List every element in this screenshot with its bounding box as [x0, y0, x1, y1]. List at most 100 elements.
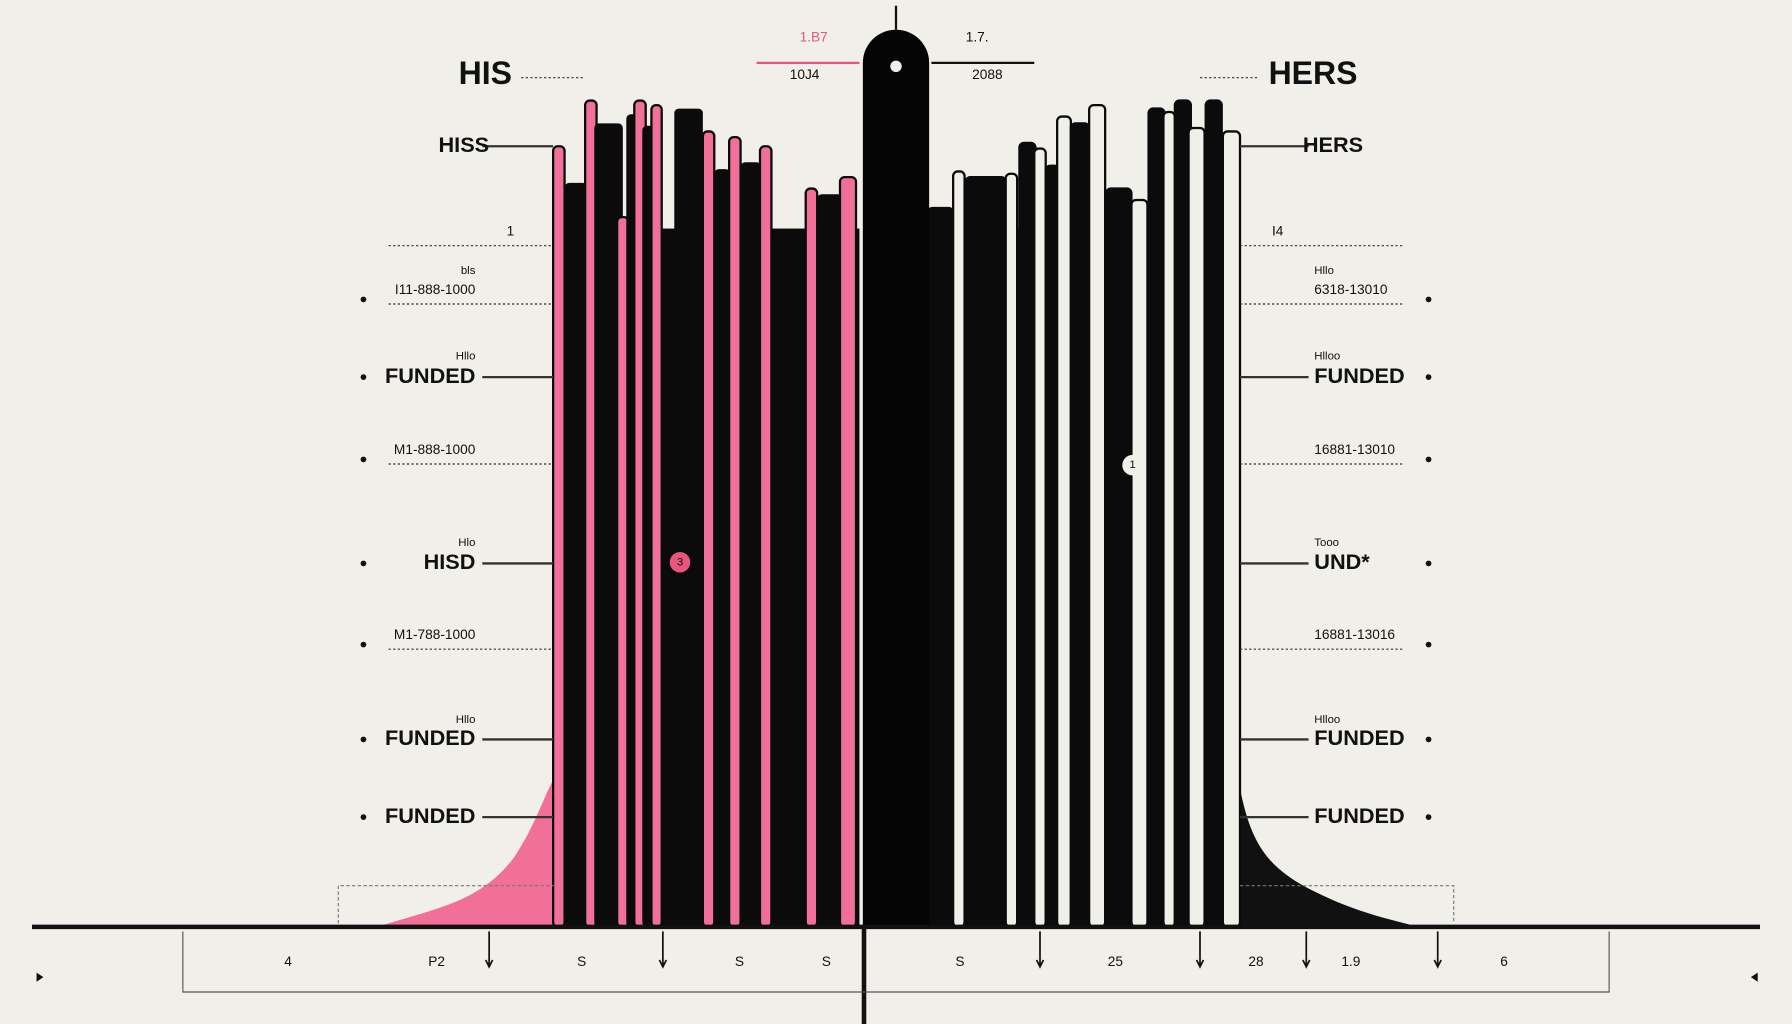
bar [758, 145, 773, 928]
x-tick-label: S [822, 954, 831, 969]
right-label: Tooo [1314, 537, 1339, 549]
tick-arrow [1302, 931, 1311, 969]
marker-label: 1 [1129, 459, 1135, 471]
dot [1425, 814, 1432, 820]
bar [926, 206, 955, 928]
tick-arrow [1433, 931, 1442, 969]
dot [360, 560, 367, 567]
x-tick-label: S [735, 954, 744, 969]
x-tick-label: 25 [1108, 954, 1124, 969]
bar [740, 162, 762, 927]
tail [377, 777, 556, 927]
left-label: M1-888-1000 [394, 442, 476, 457]
dot [360, 641, 367, 648]
bar [804, 187, 819, 928]
bar [1187, 126, 1206, 928]
bar [1204, 99, 1223, 928]
bars [377, 29, 1418, 928]
right-label: 6318-13010 [1314, 282, 1388, 297]
dot [360, 374, 367, 380]
top-sub: 2088 [972, 67, 1003, 82]
right-label: 16881-13010 [1314, 442, 1395, 457]
marker [669, 552, 691, 573]
x-tick-label: 4 [284, 954, 292, 969]
marker-label: 3 [677, 556, 683, 568]
right-label: 16881-13016 [1314, 627, 1395, 642]
x-tick-label: 1.9 [1341, 954, 1360, 969]
left-label: Hlo [458, 537, 475, 549]
x-tick-label: P2 [428, 954, 445, 969]
arrow [36, 972, 44, 982]
bar [1018, 141, 1037, 928]
tick-arrow [658, 931, 668, 969]
arrow [1750, 972, 1758, 982]
left-label: 1 [507, 224, 515, 239]
bar [1033, 147, 1047, 928]
left-title: HIS [459, 55, 512, 91]
left-label: HISS [438, 132, 489, 157]
right-label: FUNDED [1314, 725, 1404, 750]
center-dot [890, 60, 902, 72]
left-label: Hllo [456, 714, 476, 726]
left-label: I11-888-1000 [395, 282, 476, 297]
right-label: UND* [1314, 549, 1370, 574]
dot [360, 814, 367, 820]
bar [838, 176, 858, 928]
left-label: HISD [424, 549, 476, 574]
top-value: 1.B7 [800, 29, 828, 44]
right-label: FUNDED [1314, 363, 1404, 388]
bar [771, 240, 808, 927]
tick-arrow [1195, 931, 1205, 969]
left-label: FUNDED [385, 363, 475, 388]
right-label: Hllo [1314, 265, 1334, 277]
bar [1221, 130, 1242, 928]
x-tick-label: 6 [1500, 954, 1508, 969]
bar [1130, 198, 1149, 928]
top-value: 1.7. [966, 29, 989, 44]
bar [951, 170, 966, 928]
bar [551, 145, 566, 928]
tick-arrow [1035, 931, 1045, 969]
left-label: M1-788-1000 [394, 627, 476, 642]
x-tick-label: S [955, 954, 964, 969]
bracket [182, 931, 1610, 993]
dot [1425, 374, 1432, 380]
bar [727, 136, 742, 928]
bar [701, 130, 716, 928]
tail [1240, 788, 1418, 927]
left-label: FUNDED [385, 803, 475, 828]
bar [650, 104, 663, 928]
bar [1105, 187, 1133, 928]
bar [674, 108, 703, 927]
x-tick-label: 28 [1248, 954, 1264, 969]
left-label: bls [461, 265, 476, 277]
bracket [337, 885, 1455, 924]
left-label: FUNDED [385, 725, 475, 750]
right-label: FUNDED [1314, 803, 1404, 828]
dot [1425, 456, 1432, 463]
top-sub: 10J4 [790, 67, 820, 82]
tick-arrow [484, 931, 494, 969]
dot [1425, 296, 1432, 303]
dot [1425, 560, 1432, 567]
bar [564, 182, 588, 927]
bar [817, 194, 843, 927]
dot [1425, 736, 1432, 743]
right-label: I4 [1272, 224, 1284, 239]
left-label: Hllo [456, 351, 476, 363]
right-label: HERS [1303, 132, 1363, 157]
right-title: HERS [1269, 55, 1358, 91]
bar [1147, 107, 1166, 928]
x-tick-label: S [577, 954, 586, 969]
bar [1056, 115, 1072, 928]
bar [1088, 104, 1107, 928]
center-column [862, 29, 930, 927]
dot [360, 736, 367, 743]
dot [360, 296, 367, 303]
bar [594, 123, 623, 927]
bar [1004, 172, 1019, 928]
dot [1425, 641, 1432, 648]
side-labels: HISS HERS 1 I4 bls Hllo I11-888-1000 6318-13010… [385, 132, 1405, 828]
right-label: Hlloo [1314, 714, 1340, 726]
